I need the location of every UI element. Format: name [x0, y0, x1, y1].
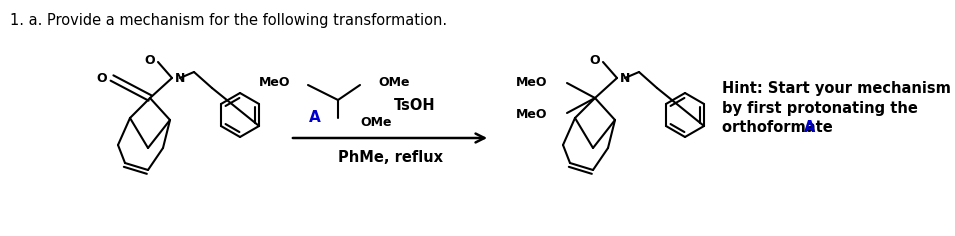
Text: PhMe, reflux: PhMe, reflux — [337, 151, 442, 165]
Text: N: N — [175, 72, 185, 84]
Text: OMe: OMe — [378, 76, 410, 89]
Text: MeO: MeO — [516, 108, 547, 121]
Text: N: N — [620, 72, 630, 84]
Text: Hint: Start your mechanism: Hint: Start your mechanism — [722, 80, 951, 96]
Text: orthoformate: orthoformate — [722, 121, 838, 135]
Text: A: A — [309, 110, 321, 126]
Text: 1. a. Provide a mechanism for the following transformation.: 1. a. Provide a mechanism for the follow… — [10, 13, 447, 28]
Text: MeO: MeO — [516, 76, 547, 88]
Text: OMe: OMe — [360, 117, 392, 130]
Text: O: O — [96, 72, 107, 84]
Text: MeO: MeO — [259, 76, 290, 89]
Text: TsOH: TsOH — [394, 97, 435, 113]
Text: by first protonating the: by first protonating the — [722, 101, 918, 115]
Text: O: O — [145, 54, 156, 67]
Text: O: O — [589, 54, 601, 67]
Text: A: A — [804, 121, 816, 135]
